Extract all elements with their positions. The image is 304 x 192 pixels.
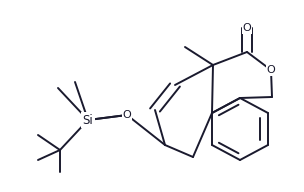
- Text: O: O: [267, 65, 275, 75]
- Text: Si: Si: [83, 113, 93, 127]
- Text: O: O: [243, 23, 251, 33]
- Text: O: O: [123, 110, 131, 120]
